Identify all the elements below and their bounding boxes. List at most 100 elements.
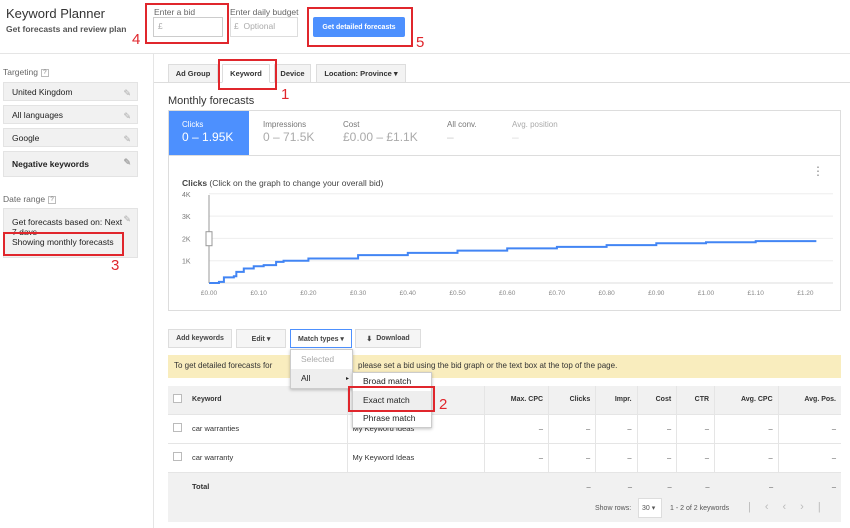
- annotation-5: 5: [416, 34, 425, 51]
- add-keywords-button[interactable]: Add keywords: [168, 329, 232, 348]
- col-clicks[interactable]: Clicks: [548, 386, 597, 415]
- col-max-cpc[interactable]: Max. CPC: [484, 386, 550, 415]
- sidebar-item-language[interactable]: All languages ✎: [3, 105, 138, 124]
- menu-exact-match[interactable]: Exact match: [353, 391, 431, 410]
- keyword-cell: car warranty: [187, 443, 348, 473]
- clicks-chart[interactable]: 1K 2K 3K 4K £0.00 £0.10 £0.20 £0.30 £0.40 £0.50 £0…: [168, 190, 840, 300]
- y-tick-label: 1K: [182, 259, 191, 266]
- metric-impressions[interactable]: Impressions 0 – 71.5K: [263, 120, 315, 144]
- annotation-2: 2: [439, 396, 448, 413]
- help-icon[interactable]: ?: [48, 195, 57, 204]
- tab-keyword[interactable]: Keyword: [222, 64, 270, 83]
- get-detailed-forecasts-button[interactable]: Get detailed forecasts: [313, 17, 405, 37]
- sidebar-item-negative-keywords[interactable]: Negative keywords ✎: [3, 151, 138, 177]
- tab-location[interactable]: Location: Province ▾: [316, 64, 406, 83]
- sidebar-item-location[interactable]: United Kingdom ✎: [3, 82, 138, 101]
- col-avg-cpc[interactable]: Avg. CPC: [714, 386, 779, 415]
- page-nav-icons[interactable]: |‹‹›|: [748, 501, 835, 513]
- page-title: Keyword Planner: [6, 6, 105, 21]
- cell: –: [548, 414, 597, 444]
- metric-cost[interactable]: Cost £0.00 – £1.1K: [343, 120, 418, 144]
- cell: –: [637, 443, 678, 473]
- annotation-box-4: [145, 3, 229, 44]
- col-cost[interactable]: Cost: [637, 386, 678, 415]
- edit-button[interactable]: Edit ▾: [236, 329, 286, 348]
- x-tick-label: £0.60: [499, 290, 516, 297]
- x-tick-label: £0.80: [598, 290, 615, 297]
- col-impr[interactable]: Impr.: [595, 386, 638, 415]
- tab-device[interactable]: Device: [274, 64, 311, 83]
- x-tick-label: £0.30: [350, 290, 367, 297]
- bid-handle[interactable]: [205, 231, 213, 247]
- keyword-table: Keyword Max. CPC Clicks Impr. Cost CTR A…: [168, 386, 841, 502]
- budget-input[interactable]: £ Optional: [230, 17, 298, 37]
- bid-currency: £: [158, 21, 163, 31]
- cell: –: [714, 414, 779, 444]
- budget-label: Enter daily budget: [230, 7, 299, 17]
- annotation-box-2: [348, 386, 435, 412]
- sidebar-item-network[interactable]: Google ✎: [3, 128, 138, 147]
- keyword-cell: car warranties: [187, 414, 348, 444]
- help-icon[interactable]: ?: [40, 68, 49, 77]
- metric-all-conv[interactable]: All conv. –: [447, 120, 477, 144]
- y-tick-label: 3K: [182, 214, 191, 221]
- cell: –: [484, 443, 550, 473]
- metric-clicks[interactable]: [169, 111, 249, 155]
- menu-all[interactable]: All ▸: [291, 369, 352, 388]
- info-banner: To get detailed forecasts for please set …: [168, 355, 841, 378]
- pencil-icon[interactable]: ✎: [123, 134, 131, 144]
- col-avg-pos[interactable]: Avg. Pos.: [778, 386, 841, 415]
- pencil-icon[interactable]: ✎: [123, 157, 131, 167]
- table-header: Keyword Max. CPC Clicks Impr. Cost CTR A…: [168, 386, 841, 415]
- menu-phrase-match[interactable]: Phrase match: [363, 413, 416, 423]
- submenu-arrow-icon: ▸: [345, 376, 349, 382]
- bid-input[interactable]: £: [153, 17, 223, 37]
- show-rows-label: Show rows:: [595, 505, 632, 512]
- cell: –: [676, 443, 716, 473]
- rows-select[interactable]: 30 ▾: [638, 498, 662, 518]
- metric-clicks-text: Clicks 0 – 1.95K: [182, 120, 234, 144]
- date-range-label: Date range?: [3, 194, 57, 204]
- match-types-button[interactable]: Match types ▾: [290, 329, 352, 348]
- table-row: car warranty My Keyword Ideas – – – – – – –: [168, 443, 841, 473]
- y-tick-label: 4K: [182, 192, 191, 199]
- chart-menu-icon[interactable]: ⋮: [812, 164, 824, 178]
- tab-ad-group[interactable]: Ad Group: [168, 64, 218, 83]
- annotation-box-3: [3, 232, 124, 256]
- x-tick-label: £0.10: [251, 290, 268, 297]
- col-keyword[interactable]: Keyword: [187, 386, 348, 415]
- item-label: Negative keywords: [12, 159, 90, 169]
- select-all-checkbox[interactable]: [173, 394, 182, 404]
- metric-avg-position[interactable]: Avg. position –: [512, 120, 558, 144]
- cell: –: [676, 414, 716, 444]
- x-tick-label: £0.50: [449, 290, 466, 297]
- targeting-label: Targeting?: [3, 67, 49, 77]
- menu-broad-match[interactable]: Broad match: [363, 376, 412, 386]
- date-range-text: Get forecasts based on: Next 7 days: [12, 217, 123, 235]
- x-tick-label: £1.00: [698, 290, 715, 297]
- range-label: 1 - 2 of 2 keywords: [670, 505, 730, 512]
- x-tick-label: £0.00: [201, 290, 218, 297]
- pencil-icon[interactable]: ✎: [123, 214, 131, 224]
- pencil-icon[interactable]: ✎: [123, 88, 131, 98]
- forecast-panel: [168, 110, 841, 311]
- x-tick-label: £1.20: [797, 290, 814, 297]
- download-button[interactable]: ⬇ Download: [355, 329, 421, 348]
- item-label: Google: [12, 132, 40, 143]
- group-cell: My Keyword Ideas: [347, 443, 485, 473]
- table-row: car warranties My Keyword Ideas – – – – – – –: [168, 414, 841, 444]
- pencil-icon[interactable]: ✎: [123, 111, 131, 121]
- item-label: All languages: [12, 109, 64, 120]
- row-checkbox[interactable]: [173, 452, 182, 461]
- cell: –: [548, 443, 597, 473]
- x-tick-label: £0.20: [300, 290, 317, 297]
- sidebar-divider: [153, 53, 154, 528]
- clicks-line: [209, 240, 817, 284]
- menu-selected: Selected: [301, 354, 335, 364]
- x-tick-label: £0.70: [549, 290, 566, 297]
- bid-label: Enter a bid: [154, 7, 196, 17]
- x-tick-label: £0.40: [400, 290, 417, 297]
- col-ctr[interactable]: CTR: [676, 386, 716, 415]
- row-checkbox[interactable]: [173, 423, 182, 432]
- metric-divider: [168, 155, 841, 156]
